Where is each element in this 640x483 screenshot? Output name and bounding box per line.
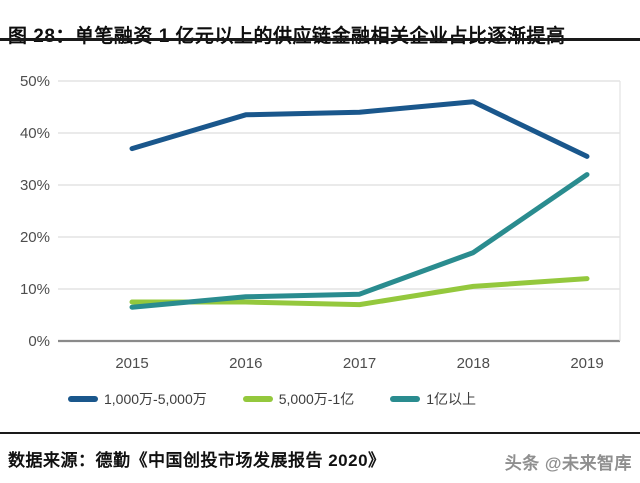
legend-swatch bbox=[68, 396, 98, 402]
line-chart-canvas: 0% 10% 20% 30% 40% 50% 2015 2016 2017 2018 2019 bbox=[20, 73, 621, 372]
data-source: 数据来源：德勤《中国创投市场发展报告 2020》 bbox=[8, 451, 386, 470]
legend-label: 5,000万-1亿 bbox=[278, 391, 355, 407]
legend-swatch bbox=[242, 396, 273, 402]
legend-item: 5,000万-1亿 bbox=[242, 389, 355, 409]
y-tick-label: 30% bbox=[20, 177, 50, 194]
x-tick-label: 2017 bbox=[343, 355, 376, 372]
x-tick-label: 2016 bbox=[229, 355, 262, 372]
watermark: 头条 @未来智库 bbox=[504, 454, 632, 473]
legend-label: 1,000万-5,000万 bbox=[104, 391, 207, 407]
x-tick-label: 2019 bbox=[570, 355, 603, 372]
title-divider bbox=[0, 38, 640, 41]
x-tick-label: 2018 bbox=[457, 355, 490, 372]
footer-divider bbox=[0, 432, 640, 434]
y-tick-label: 40% bbox=[20, 125, 50, 142]
legend-item: 1亿以上 bbox=[390, 389, 476, 409]
legend-label: 1亿以上 bbox=[426, 391, 477, 407]
chart-legend: 1,000万-5,000万 5,000万-1亿 1亿以上 bbox=[68, 389, 476, 409]
y-tick-label: 20% bbox=[20, 229, 50, 246]
y-tick-label: 10% bbox=[20, 281, 50, 298]
series-line-2 bbox=[129, 172, 590, 310]
y-tick-label: 50% bbox=[20, 73, 50, 90]
y-tick-label: 0% bbox=[28, 333, 50, 350]
x-tick-label: 2015 bbox=[115, 355, 148, 372]
series-line-0 bbox=[129, 99, 590, 159]
legend-swatch bbox=[390, 396, 421, 402]
figure-title: 图 28：单笔融资 1 亿元以上的供应链金融相关企业占比逐渐提高 bbox=[8, 25, 566, 47]
legend-item: 1,000万-5,000万 bbox=[68, 389, 207, 409]
